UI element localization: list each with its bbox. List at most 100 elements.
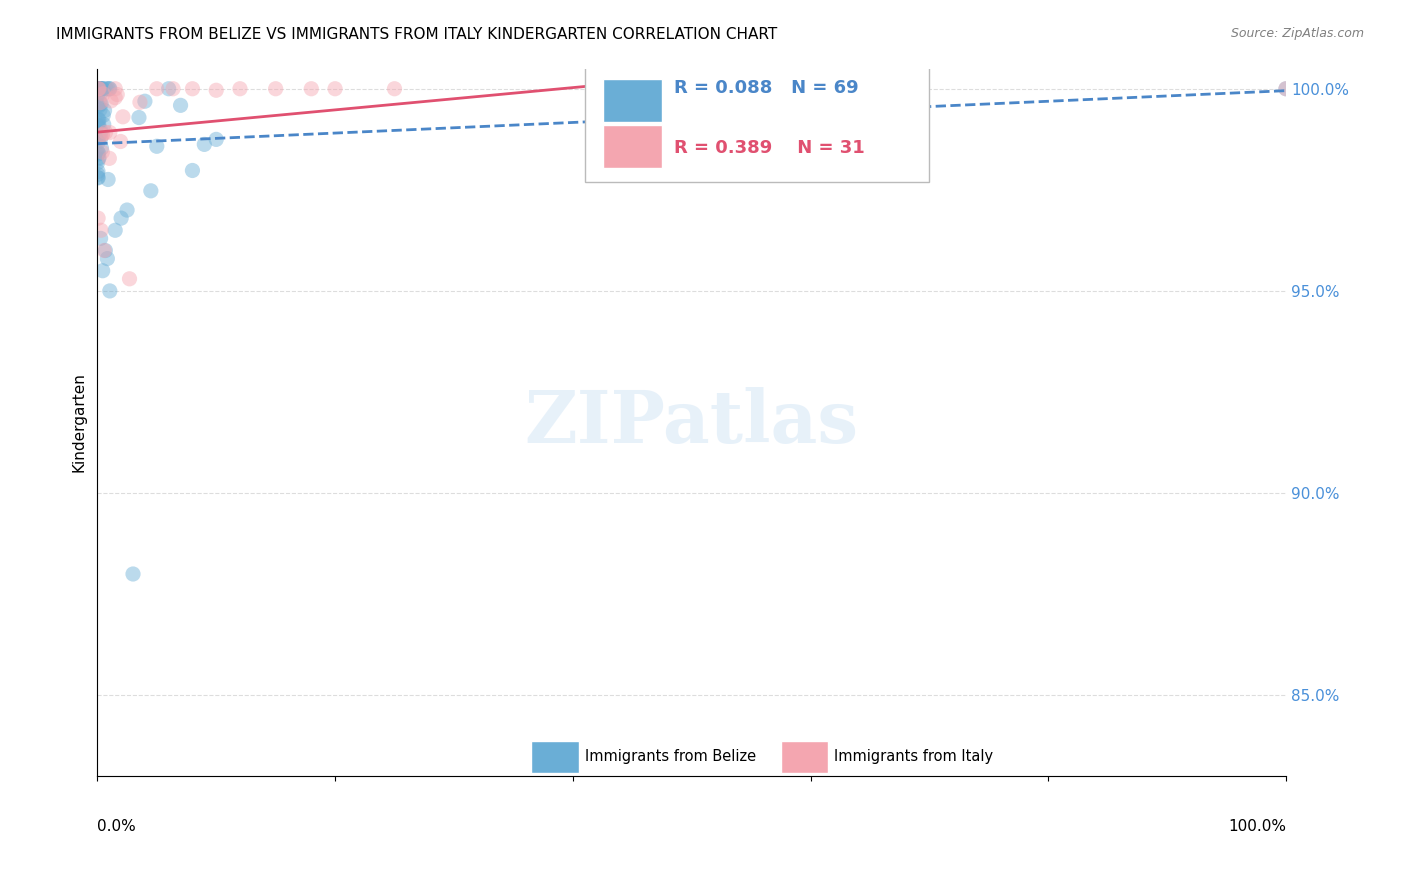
Point: [162, 81, 184, 95]
Point: [115, 202, 138, 217]
Point: [91, 128, 114, 142]
Point: [205, 83, 228, 97]
Text: ZIPatlas: ZIPatlas: [524, 387, 859, 458]
Point: [90, 231, 112, 245]
Point: [104, 81, 127, 95]
Point: [94, 244, 117, 258]
Point: [90, 96, 112, 111]
Point: [91, 263, 114, 277]
Point: [90, 86, 112, 100]
Point: [87, 145, 110, 160]
Point: [89, 81, 111, 95]
Point: [87, 170, 110, 185]
Text: R = 0.088   N = 69: R = 0.088 N = 69: [673, 79, 859, 97]
Y-axis label: Kindergarten: Kindergarten: [72, 373, 86, 472]
Point: [87, 83, 110, 97]
Point: [122, 566, 145, 581]
Point: [193, 137, 215, 152]
Point: [181, 81, 204, 95]
Point: [129, 95, 152, 110]
Point: [169, 98, 191, 112]
Point: [264, 81, 287, 95]
Point: [157, 81, 180, 95]
Point: [128, 111, 150, 125]
Point: [87, 146, 110, 161]
Point: [87, 81, 110, 95]
Point: [146, 139, 169, 153]
Point: [93, 118, 115, 132]
Point: [96, 252, 118, 266]
Point: [229, 81, 252, 95]
Text: Immigrants from Belize: Immigrants from Belize: [585, 749, 756, 764]
Text: Immigrants from Italy: Immigrants from Italy: [834, 749, 994, 764]
Point: [91, 128, 114, 142]
Point: [90, 81, 112, 95]
Point: [87, 81, 110, 95]
Point: [98, 126, 121, 140]
Point: [86, 81, 108, 95]
Point: [181, 163, 204, 178]
Point: [86, 147, 108, 161]
Point: [90, 126, 112, 140]
FancyBboxPatch shape: [585, 47, 929, 182]
Text: Source: ZipAtlas.com: Source: ZipAtlas.com: [1230, 27, 1364, 40]
Point: [97, 81, 120, 95]
Point: [1275, 81, 1298, 95]
Point: [1275, 81, 1298, 95]
FancyBboxPatch shape: [531, 741, 579, 772]
Point: [299, 81, 322, 95]
Point: [89, 81, 111, 95]
Point: [94, 125, 117, 139]
Point: [105, 87, 128, 102]
Point: [91, 81, 114, 95]
Point: [87, 131, 110, 145]
FancyBboxPatch shape: [603, 125, 662, 168]
Point: [86, 167, 108, 181]
Point: [111, 110, 134, 124]
Text: 0.0%: 0.0%: [97, 819, 136, 834]
Point: [93, 244, 115, 258]
FancyBboxPatch shape: [603, 79, 662, 121]
Point: [89, 95, 111, 110]
Point: [98, 81, 121, 95]
Point: [100, 94, 122, 108]
Text: IMMIGRANTS FROM BELIZE VS IMMIGRANTS FROM ITALY KINDERGARTEN CORRELATION CHART: IMMIGRANTS FROM BELIZE VS IMMIGRANTS FRO…: [56, 27, 778, 42]
Point: [104, 91, 127, 105]
Point: [86, 89, 108, 103]
Point: [89, 122, 111, 136]
Point: [90, 81, 112, 95]
Point: [89, 103, 111, 117]
FancyBboxPatch shape: [780, 741, 828, 772]
Point: [98, 152, 121, 166]
Point: [87, 112, 110, 127]
Point: [90, 223, 112, 237]
Point: [87, 98, 110, 112]
Point: [110, 135, 132, 149]
Point: [87, 164, 110, 178]
Point: [94, 81, 117, 95]
Text: 100.0%: 100.0%: [1227, 819, 1286, 834]
Point: [87, 81, 110, 95]
Point: [91, 108, 114, 122]
Point: [87, 151, 110, 165]
Point: [91, 81, 114, 95]
Point: [87, 211, 110, 226]
Point: [87, 99, 110, 113]
Point: [104, 223, 127, 237]
Point: [98, 284, 121, 298]
Point: [384, 81, 406, 95]
Point: [87, 117, 110, 131]
Point: [118, 272, 141, 286]
Point: [87, 152, 110, 166]
Point: [89, 95, 111, 110]
Point: [87, 112, 110, 127]
Point: [87, 81, 110, 95]
Point: [89, 127, 111, 141]
Text: R = 0.389    N = 31: R = 0.389 N = 31: [673, 139, 865, 157]
Point: [90, 141, 112, 155]
Point: [87, 170, 110, 185]
Point: [146, 81, 169, 95]
Point: [134, 94, 156, 108]
Point: [91, 145, 114, 160]
Point: [90, 81, 112, 95]
